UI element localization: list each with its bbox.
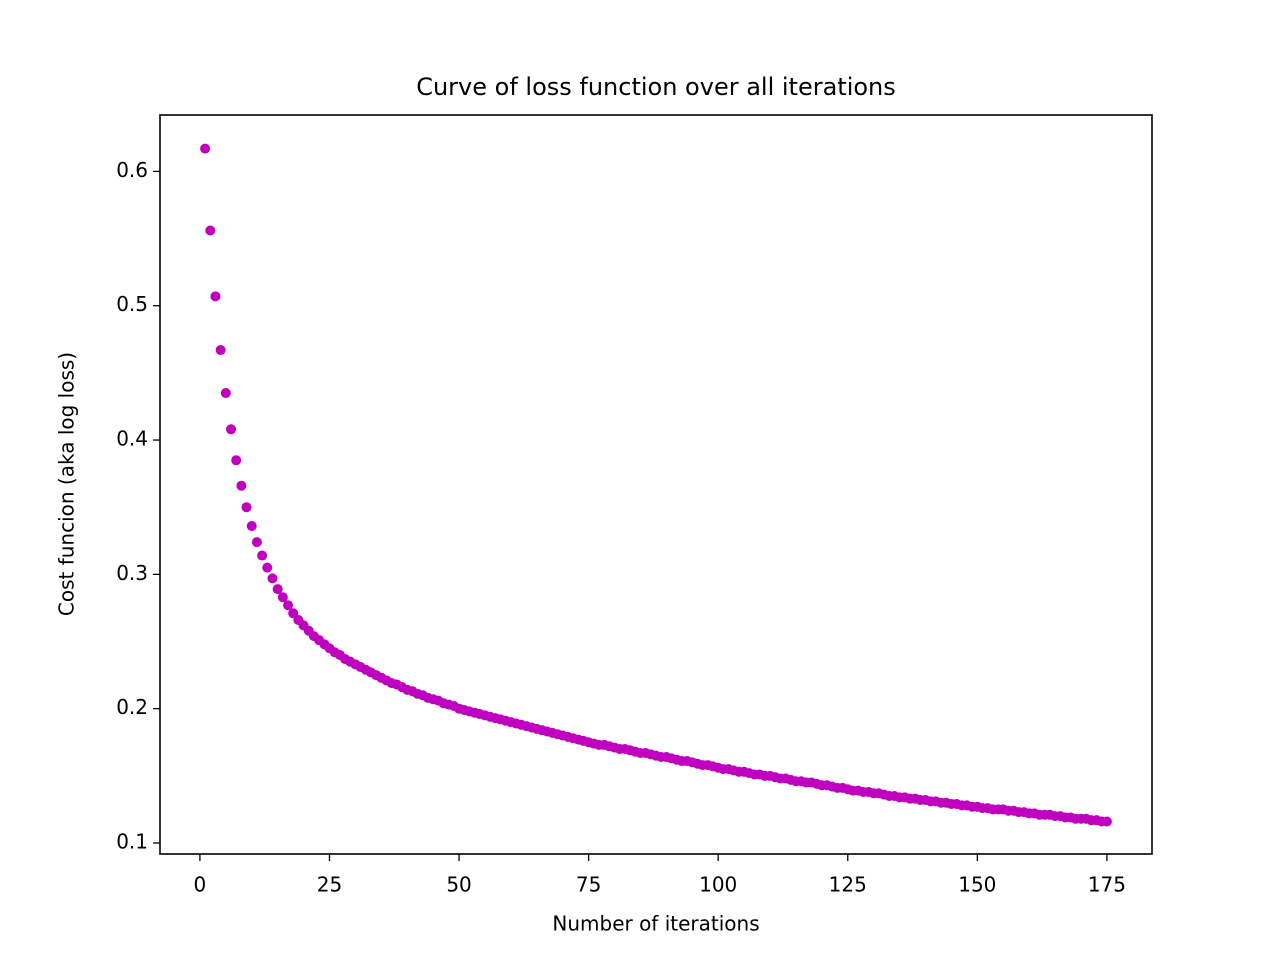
y-tick-label: 0.5	[116, 292, 148, 316]
x-tick-label: 150	[958, 873, 996, 897]
y-tick-label: 0.6	[116, 158, 148, 182]
y-tick-label: 0.1	[116, 829, 148, 853]
data-point	[220, 388, 231, 399]
data-point	[272, 584, 283, 595]
y-tick-label: 0.4	[116, 427, 148, 451]
x-tick-label: 0	[194, 873, 207, 897]
data-point	[257, 550, 268, 561]
data-point	[241, 502, 252, 513]
data-point	[251, 537, 262, 548]
y-tick-label: 0.2	[116, 695, 148, 719]
data-point	[262, 562, 273, 573]
data-point	[226, 424, 237, 435]
data-point	[231, 455, 242, 466]
data-point	[277, 592, 288, 603]
x-axis-label: Number of iterations	[552, 912, 759, 936]
x-tick-label: 75	[576, 873, 601, 897]
data-point	[205, 225, 216, 236]
x-tick-label: 25	[317, 873, 342, 897]
data-point	[246, 521, 257, 532]
plot-frame	[159, 114, 1153, 855]
data-point	[236, 480, 247, 491]
y-tick-label: 0.3	[116, 561, 148, 585]
data-point	[210, 291, 221, 302]
x-tick-label: 125	[829, 873, 867, 897]
data-point	[283, 600, 294, 611]
data-point	[1101, 816, 1112, 827]
y-axis-label: Cost funcion (aka log loss)	[55, 352, 79, 616]
data-point	[267, 573, 278, 584]
data-point	[215, 345, 226, 356]
x-tick-label: 50	[446, 873, 471, 897]
x-tick-label: 100	[699, 873, 737, 897]
chart-title: Curve of loss function over all iteratio…	[416, 73, 896, 101]
data-point	[200, 143, 211, 154]
x-tick-label: 175	[1088, 873, 1126, 897]
